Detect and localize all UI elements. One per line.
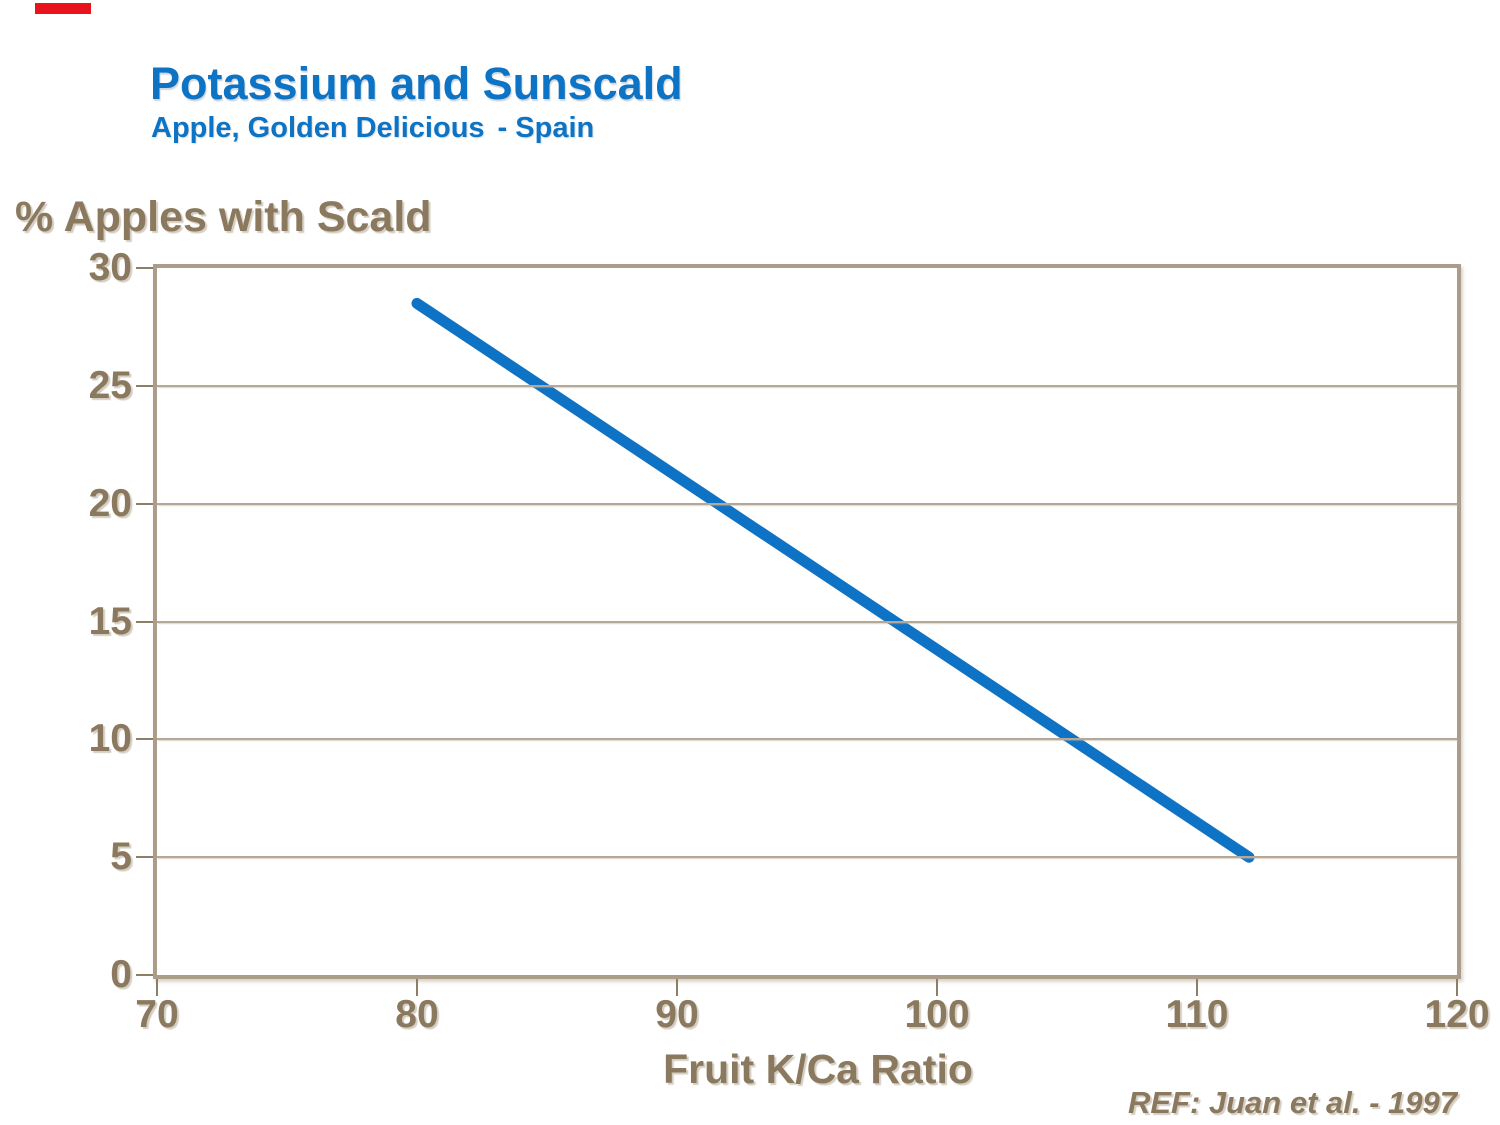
reference-text: REF: Juan et al. - 1997 [1127, 1085, 1457, 1120]
y-tick-label-15: 15 [88, 599, 132, 643]
gridline-y-5 [157, 856, 1457, 859]
y-axis-title: % Apples with Scald [15, 193, 432, 241]
gridline-y-15 [157, 620, 1457, 623]
x-tick-mark-110 [1196, 979, 1198, 996]
y-tick-label-5: 5 [110, 835, 132, 879]
y-tick-mark-20 [136, 502, 153, 505]
x-tick-mark-90 [676, 979, 678, 996]
gridline-y-20 [157, 502, 1457, 505]
y-tick-label-10: 10 [88, 717, 132, 761]
line-chart [411, 297, 1255, 863]
y-tick-mark-15 [136, 620, 153, 623]
x-tick-label-120: 120 [1424, 993, 1490, 1036]
x-tick-mark-100 [936, 979, 938, 996]
x-tick-mark-80 [416, 979, 418, 996]
x-tick-mark-70 [156, 979, 158, 996]
y-tick-label-20: 20 [88, 481, 132, 525]
y-tick-label-30: 30 [88, 246, 132, 289]
x-tick-label-70: 70 [135, 993, 179, 1036]
y-tick-mark-5 [136, 856, 153, 859]
subtitle-region: - Spain [497, 112, 595, 144]
y-tick-mark-10 [136, 738, 153, 741]
y-tick-mark-25 [136, 384, 153, 387]
x-tick-mark-120 [1456, 979, 1458, 996]
gridline-y-10 [157, 738, 1457, 741]
y-tick-label-25: 25 [88, 363, 132, 407]
y-tick-label-0: 0 [110, 953, 132, 996]
red-accent-bar [35, 3, 91, 14]
slide-subtitle: Apple, Golden Delicious - Spain [151, 112, 594, 145]
gridline-y-25 [157, 384, 1457, 387]
slide-title: Potassium and Sunscald [150, 58, 683, 109]
subtitle-variety: Apple, Golden Delicious [151, 112, 485, 144]
x-tick-label-90: 90 [655, 993, 699, 1036]
data-line-series [411, 297, 1255, 863]
y-tick-mark-30 [136, 267, 153, 269]
y-tick-mark-0 [136, 974, 153, 976]
x-tick-label-80: 80 [395, 993, 439, 1036]
x-tick-label-100: 100 [904, 993, 970, 1036]
x-axis-title: Fruit K/Ca Ratio [663, 1046, 973, 1092]
x-tick-label-110: 110 [1165, 993, 1229, 1036]
